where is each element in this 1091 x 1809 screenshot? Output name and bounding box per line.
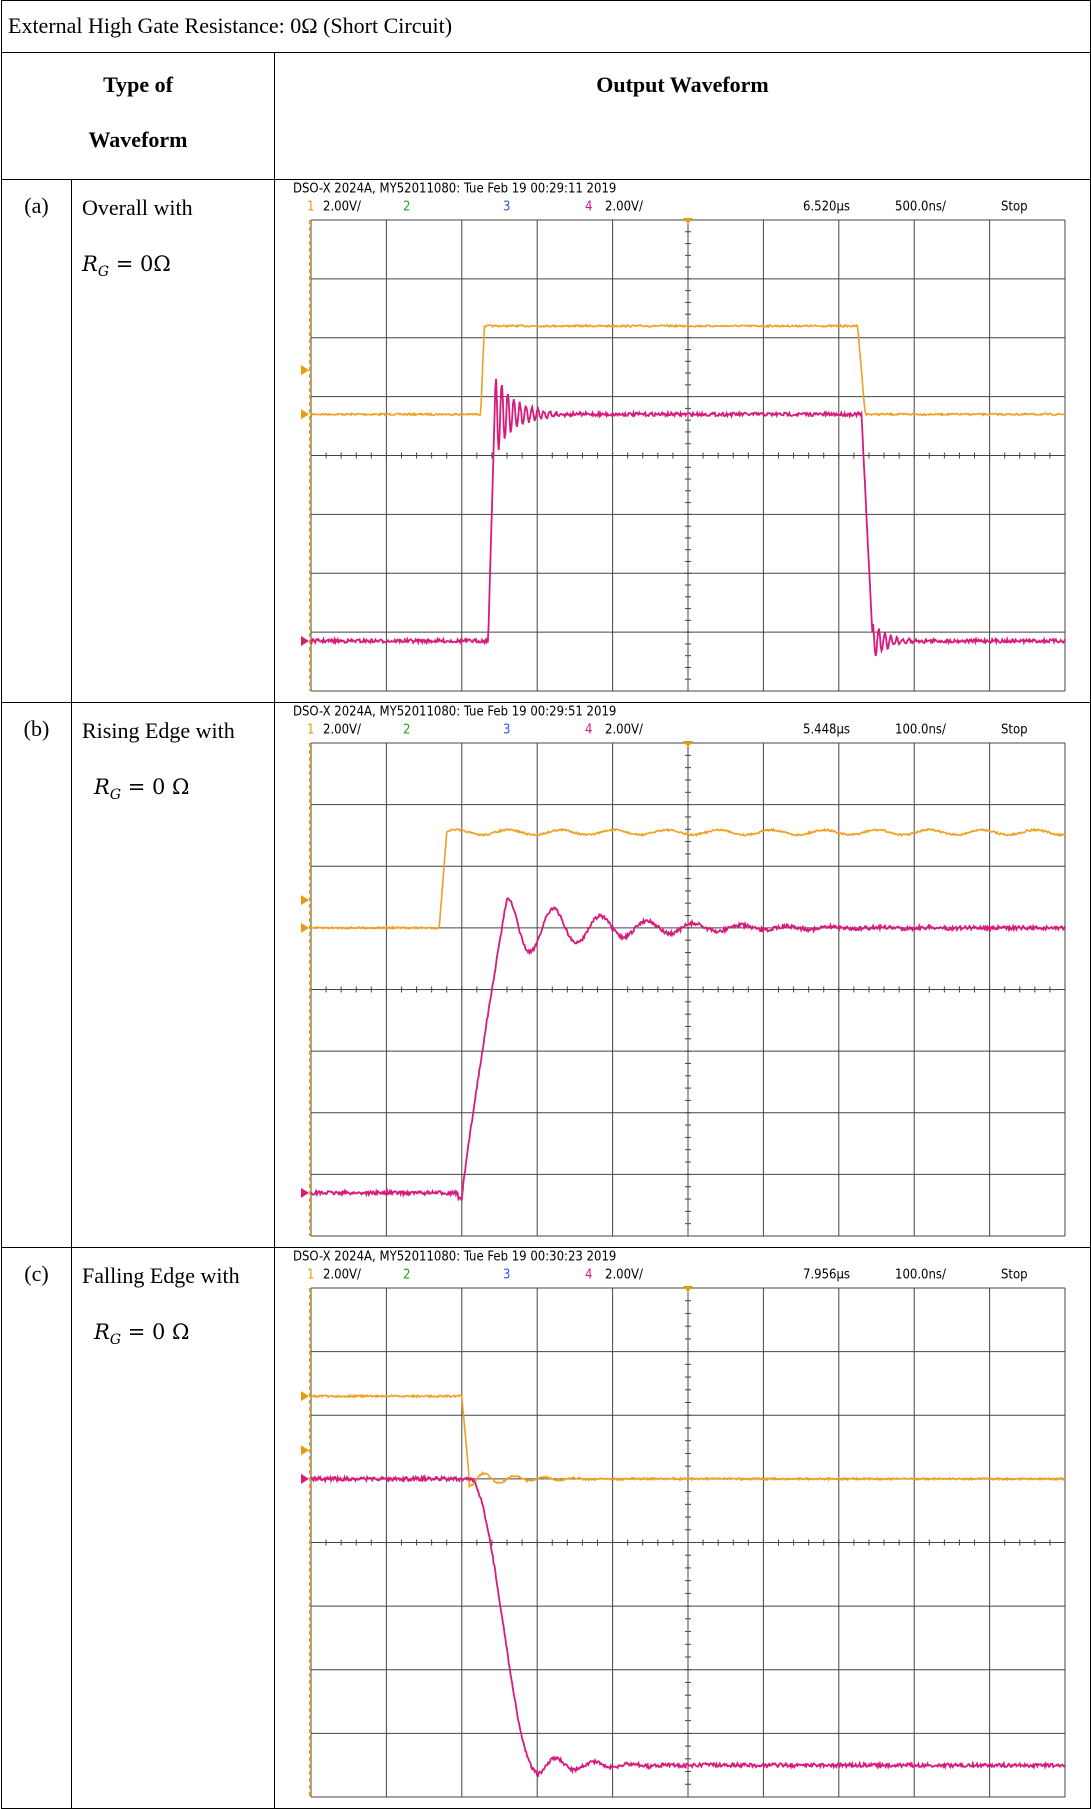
timebase: 500.0ns/ bbox=[895, 200, 946, 215]
subscript: G bbox=[110, 787, 121, 803]
formula: RG = 0 Ω bbox=[82, 1320, 189, 1344]
type-text: Overall with bbox=[82, 180, 262, 236]
timebase: 100.0ns/ bbox=[895, 723, 946, 738]
channel: 3 bbox=[503, 200, 510, 215]
subscript: G bbox=[110, 1332, 121, 1348]
level-marker bbox=[301, 923, 309, 933]
channel: 1 bbox=[307, 200, 314, 215]
value: = 0 Ω bbox=[128, 775, 190, 799]
scope-header: DSO-X 2024A, MY52011080: Tue Feb 19 00:2… bbox=[293, 705, 616, 720]
level-marker bbox=[301, 365, 309, 375]
channel: 1 bbox=[307, 723, 314, 738]
status: Stop bbox=[1001, 200, 1028, 215]
scale: 2.00V/ bbox=[323, 723, 361, 738]
row-label: (a) bbox=[2, 180, 72, 703]
value: = 0Ω bbox=[116, 252, 171, 276]
column-header: Output Waveform bbox=[275, 53, 1091, 180]
level-marker bbox=[301, 636, 309, 646]
scale: 2.00V/ bbox=[605, 200, 643, 215]
row-label: (c) bbox=[2, 1248, 72, 1809]
trigger-marker bbox=[683, 1286, 693, 1292]
waveform-type: Overall with RG = 0Ω bbox=[72, 180, 275, 703]
delay: 5.448µs bbox=[803, 723, 850, 738]
level-marker bbox=[301, 895, 309, 905]
table-row: (c)Falling Edge with RG = 0 Ω DSO-X 2024A,… bbox=[2, 1248, 1091, 1809]
channel: 2 bbox=[403, 200, 410, 215]
delay: 6.520µs bbox=[803, 200, 850, 215]
scale: 2.00V/ bbox=[323, 200, 361, 215]
scale: 2.00V/ bbox=[605, 723, 643, 738]
symbol: R bbox=[82, 252, 98, 276]
trigger-marker bbox=[683, 741, 693, 747]
results-table: External High Gate Resistance: 0Ω (Short… bbox=[1, 0, 1091, 1809]
channel: 4 bbox=[585, 200, 592, 215]
row-label: (b) bbox=[2, 703, 72, 1248]
header-text: Type of Waveform bbox=[53, 53, 223, 167]
waveform-cell: DSO-X 2024A, MY52011080: Tue Feb 19 00:2… bbox=[275, 180, 1091, 703]
symbol: R bbox=[94, 775, 110, 799]
type-text: Rising Edge with bbox=[82, 703, 262, 759]
channel: 3 bbox=[503, 723, 510, 738]
status: Stop bbox=[1001, 723, 1028, 738]
table-row: (a)Overall with RG = 0Ω DSO-X 2024A, MY520… bbox=[2, 180, 1091, 703]
delay: 7.956µs bbox=[803, 1268, 850, 1283]
trigger-marker bbox=[683, 218, 693, 224]
level-marker bbox=[301, 409, 309, 419]
value: = 0 Ω bbox=[128, 1320, 190, 1344]
table-title: External High Gate Resistance: 0Ω (Short… bbox=[2, 1, 1091, 53]
formula: RG = 0Ω bbox=[82, 252, 171, 276]
oscilloscope: DSO-X 2024A, MY52011080: Tue Feb 19 00:3… bbox=[275, 1248, 1087, 1803]
subscript: G bbox=[98, 264, 109, 280]
column-header: Type of Waveform bbox=[2, 53, 275, 180]
oscilloscope: DSO-X 2024A, MY52011080: Tue Feb 19 00:2… bbox=[275, 180, 1087, 697]
level-marker bbox=[301, 1391, 309, 1401]
formula: RG = 0 Ω bbox=[82, 775, 189, 799]
channel: 2 bbox=[403, 1268, 410, 1283]
oscilloscope: DSO-X 2024A, MY52011080: Tue Feb 19 00:2… bbox=[275, 703, 1087, 1242]
channel: 4 bbox=[585, 1268, 592, 1283]
level-marker bbox=[301, 1474, 309, 1484]
page: External High Gate Resistance: 0Ω (Short… bbox=[0, 0, 1091, 1808]
status: Stop bbox=[1001, 1268, 1028, 1283]
symbol: R bbox=[94, 1320, 110, 1344]
scope-header: DSO-X 2024A, MY52011080: Tue Feb 19 00:3… bbox=[293, 1250, 616, 1265]
channel: 3 bbox=[503, 1268, 510, 1283]
type-text: Falling Edge with bbox=[82, 1248, 262, 1304]
scope-header: DSO-X 2024A, MY52011080: Tue Feb 19 00:2… bbox=[293, 182, 616, 197]
level-marker bbox=[301, 1188, 309, 1198]
scale: 2.00V/ bbox=[323, 1268, 361, 1283]
channel: 2 bbox=[403, 723, 410, 738]
waveform-cell: DSO-X 2024A, MY52011080: Tue Feb 19 00:2… bbox=[275, 703, 1091, 1248]
waveform-cell: DSO-X 2024A, MY52011080: Tue Feb 19 00:3… bbox=[275, 1248, 1091, 1809]
table-row: (b)Rising Edge with RG = 0 Ω DSO-X 2024A, … bbox=[2, 703, 1091, 1248]
waveform-type: Rising Edge with RG = 0 Ω bbox=[72, 703, 275, 1248]
scale: 2.00V/ bbox=[605, 1268, 643, 1283]
level-marker bbox=[301, 1445, 309, 1455]
timebase: 100.0ns/ bbox=[895, 1268, 946, 1283]
channel: 1 bbox=[307, 1268, 314, 1283]
channel: 4 bbox=[585, 723, 592, 738]
waveform-type: Falling Edge with RG = 0 Ω bbox=[72, 1248, 275, 1809]
